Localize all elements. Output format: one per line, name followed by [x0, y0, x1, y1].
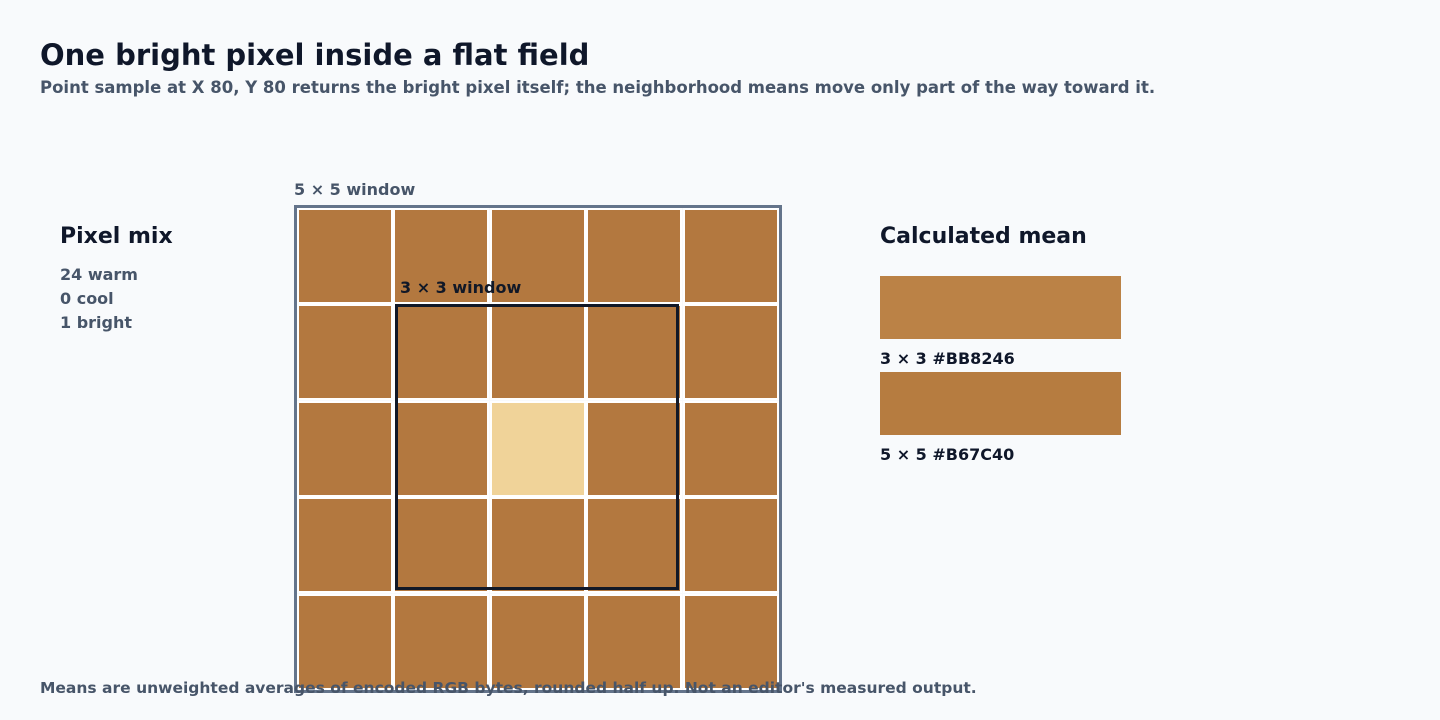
warm-pixel-cell — [393, 208, 489, 304]
warm-pixel-cell — [586, 594, 682, 690]
warm-pixel-cell — [490, 594, 586, 690]
pixel-grid — [297, 208, 779, 690]
mean-title: Calculated mean — [880, 224, 1087, 249]
page-subtitle: Point sample at X 80, Y 80 returns the b… — [40, 78, 1156, 97]
pixel-mix-title: Pixel mix — [60, 224, 173, 249]
warm-pixel-cell — [393, 304, 489, 400]
warm-pixel-cell — [586, 304, 682, 400]
page-title: One bright pixel inside a flat field — [40, 38, 590, 72]
warm-pixel-cell — [490, 497, 586, 593]
outer-window-frame — [294, 205, 782, 693]
outer-window-label: 5 × 5 window — [294, 180, 416, 199]
warm-pixel-cell — [297, 594, 393, 690]
warm-pixel-cell — [586, 401, 682, 497]
mean-swatch-3x3 — [880, 276, 1121, 339]
pixel-mix-panel: Pixel mix 24 warm 0 cool 1 bright — [60, 224, 173, 335]
warm-pixel-cell — [683, 304, 779, 400]
warm-pixel-cell — [297, 497, 393, 593]
warm-pixel-cell — [683, 497, 779, 593]
warm-pixel-cell — [297, 304, 393, 400]
mean-label-5x5: 5 × 5 #B67C40 — [880, 445, 1015, 464]
warm-pixel-cell — [297, 401, 393, 497]
pixel-mix-warm: 24 warm — [60, 265, 138, 284]
bright-pixel-cell — [490, 401, 586, 497]
warm-pixel-cell — [683, 594, 779, 690]
warm-pixel-cell — [683, 208, 779, 304]
pixel-mix-bright: 1 bright — [60, 313, 133, 332]
warm-pixel-cell — [393, 401, 489, 497]
warm-pixel-cell — [297, 208, 393, 304]
inner-window-label: 3 × 3 window — [400, 278, 522, 297]
warm-pixel-cell — [586, 208, 682, 304]
footnote: Means are unweighted averages of encoded… — [40, 679, 977, 697]
warm-pixel-cell — [490, 304, 586, 400]
mean-swatch-5x5 — [880, 372, 1121, 435]
warm-pixel-cell — [393, 497, 489, 593]
mean-label-3x3: 3 × 3 #BB8246 — [880, 349, 1015, 368]
warm-pixel-cell — [683, 401, 779, 497]
pixel-mix-cool: 0 cool — [60, 289, 114, 308]
warm-pixel-cell — [490, 208, 586, 304]
warm-pixel-cell — [393, 594, 489, 690]
warm-pixel-cell — [586, 497, 682, 593]
